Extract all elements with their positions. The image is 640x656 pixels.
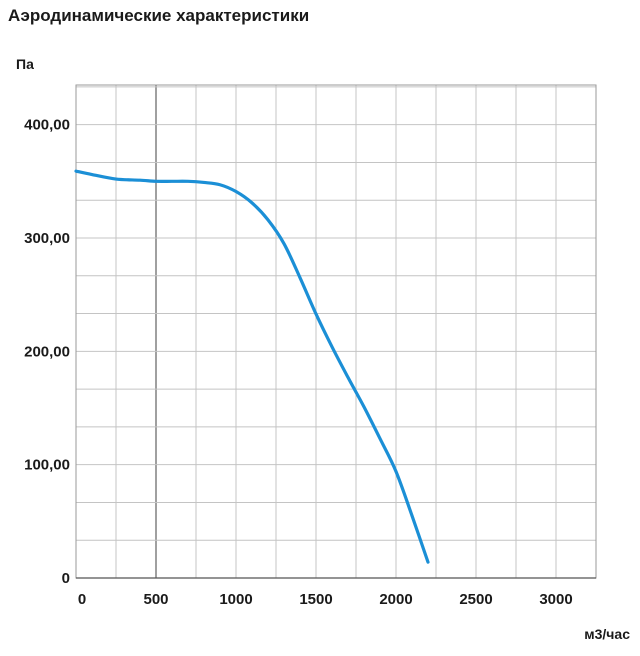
- series-lines: [74, 169, 430, 564]
- y-tick-label: 0: [62, 570, 70, 587]
- x-tick-label: 500: [143, 591, 168, 608]
- x-tick-label: 2000: [379, 591, 412, 608]
- x-tick-label: 3000: [539, 591, 572, 608]
- y-axis-label: Па: [16, 56, 34, 72]
- plot-frame: [75, 84, 597, 579]
- x-axis-label: м3/час: [584, 626, 630, 642]
- grid: [75, 84, 597, 579]
- chart-title: Аэродинамические характеристики: [8, 6, 310, 25]
- y-tick-label: 200,00: [24, 343, 70, 360]
- y-tick-label: 400,00: [24, 117, 70, 134]
- y-tick-label: 300,00: [24, 230, 70, 247]
- tick-labels: 0 500 1000 1500 2000 2500 3000 0 100,00 200,00 300…: [24, 117, 573, 608]
- x-tick-label: 1000: [219, 591, 252, 608]
- x-tick-label: 1500: [299, 591, 332, 608]
- x-tick-label: 2500: [459, 591, 492, 608]
- x-tick-label: 0: [78, 591, 86, 608]
- y-tick-label: 100,00: [24, 457, 70, 474]
- series-line: [74, 169, 430, 564]
